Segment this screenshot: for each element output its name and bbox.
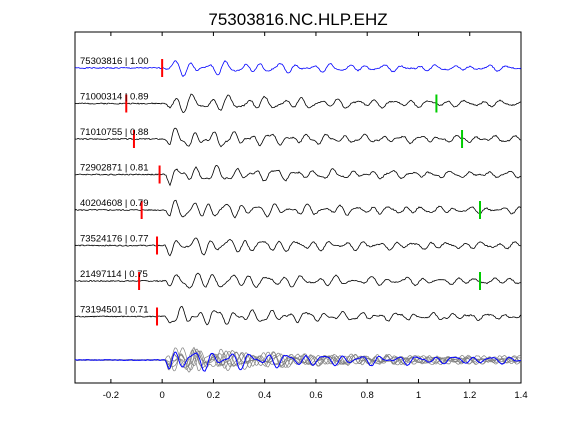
trace-line	[74, 272, 522, 289]
x-tick-label: 0	[160, 390, 165, 401]
trace-line	[74, 199, 522, 219]
x-tick-label: 1.2	[463, 390, 476, 401]
trace-label: 75303816 | 1.00	[80, 56, 149, 67]
trace-line	[74, 93, 522, 114]
trace-labels: 75303816 | 1.00 71000314 | 0.89 71010755 |…	[80, 56, 149, 316]
trace-line	[74, 305, 522, 326]
trace-line	[74, 237, 522, 257]
x-tick-label: 0.6	[309, 390, 322, 401]
plot-area: 75303816 | 1.00 71000314 | 0.89 71010755 |…	[74, 31, 528, 401]
trace-label: 40204608 | 0.79	[80, 198, 149, 209]
stack-reference-trace	[74, 351, 522, 372]
trace-line	[74, 127, 522, 148]
x-tick-label: 0.8	[361, 390, 374, 401]
traces-layer	[74, 60, 522, 326]
stack-layer	[74, 346, 522, 373]
trace-label: 71010755 | 0.88	[80, 127, 149, 138]
trace-label: 21497114 | 0.75	[80, 269, 148, 280]
trace-label: 73524176 | 0.77	[80, 234, 149, 245]
x-axis: -0.2 0 0.2 0.4 0.6 0.8 1 1.2 1.4	[103, 32, 528, 401]
x-tick-label: 0.4	[258, 390, 271, 401]
x-tick-label: 0.2	[207, 390, 220, 401]
axes-frame	[74, 31, 522, 384]
x-tick-label: -0.2	[103, 390, 119, 401]
trace-label: 71000314 | 0.89	[80, 92, 149, 103]
x-tick-label: 1.4	[514, 390, 527, 401]
trace-line	[74, 60, 522, 78]
chart-title: 75303816.NC.HLP.EHZ	[208, 10, 387, 29]
x-tick-label: 1	[416, 390, 421, 401]
trace-label: 73194501 | 0.71	[80, 305, 149, 316]
trace-label: 72902871 | 0.81	[80, 163, 149, 174]
trace-line	[74, 165, 522, 187]
picks-layer	[125, 59, 481, 326]
